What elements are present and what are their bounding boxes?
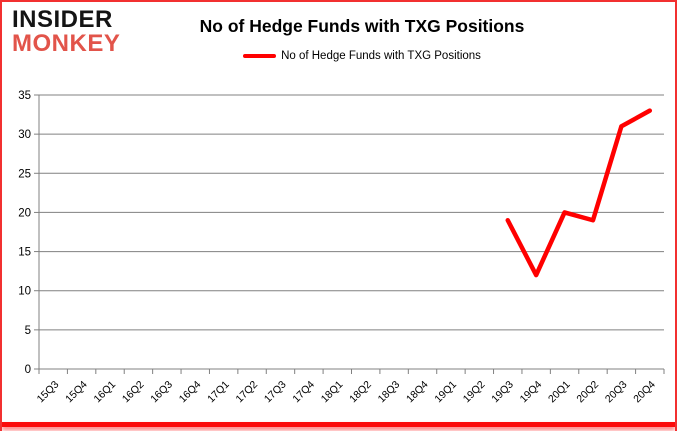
x-tick-label: 18Q2 [347, 379, 374, 406]
x-tick-label: 17Q2 [234, 379, 261, 406]
x-tick-label: 19Q2 [461, 379, 488, 406]
x-tick-label: 19Q1 [432, 379, 459, 406]
y-tick-label: 15 [18, 247, 31, 259]
bottom-red-border [2, 422, 675, 427]
x-tick-label: 19Q3 [489, 379, 516, 406]
chart-title: No of Hedge Funds with TXG Positions [199, 16, 525, 36]
legend-line-swatch [243, 54, 277, 58]
x-tick-label: 18Q1 [319, 379, 346, 406]
x-tick-label: 17Q4 [290, 379, 317, 406]
y-tick-label: 5 [25, 325, 31, 337]
y-tick-label: 10 [18, 286, 31, 298]
logo-text-monkey: MONKEY [12, 30, 121, 57]
logo-text-insider: INSIDER [12, 6, 113, 33]
x-tick-label: 17Q1 [205, 379, 232, 406]
x-tick-label: 20Q3 [603, 379, 630, 406]
x-tick-label: 19Q4 [518, 379, 545, 406]
legend: No of Hedge Funds with TXG Positions [243, 50, 481, 62]
x-tick-label: 15Q4 [63, 379, 90, 406]
y-tick-label: 25 [18, 168, 31, 180]
x-tick-label: 18Q3 [376, 379, 403, 406]
x-tick-label: 20Q1 [546, 379, 573, 406]
x-tick-label: 18Q4 [404, 379, 431, 406]
y-tick-label: 0 [25, 364, 31, 376]
header: No of Hedge Funds with TXG Positions No … [45, 16, 675, 63]
y-tick-label: 30 [18, 129, 31, 141]
x-tick-label: 17Q3 [262, 379, 289, 406]
x-tick-label: 16Q2 [120, 379, 147, 406]
x-tick-label: 16Q1 [91, 379, 118, 406]
insider-monkey-logo: INSIDER MONKEY [12, 8, 120, 56]
x-tick-label: 16Q3 [148, 379, 175, 406]
x-tick-label: 20Q2 [574, 379, 601, 406]
y-tick-label: 20 [18, 207, 31, 219]
x-tick-label: 16Q4 [177, 379, 204, 406]
series-line [505, 108, 653, 278]
y-tick-label: 35 [18, 90, 31, 102]
legend-label: No of Hedge Funds with TXG Positions [281, 50, 481, 62]
x-tick-label: 15Q3 [35, 379, 62, 406]
x-tick-label: 20Q4 [631, 379, 658, 406]
